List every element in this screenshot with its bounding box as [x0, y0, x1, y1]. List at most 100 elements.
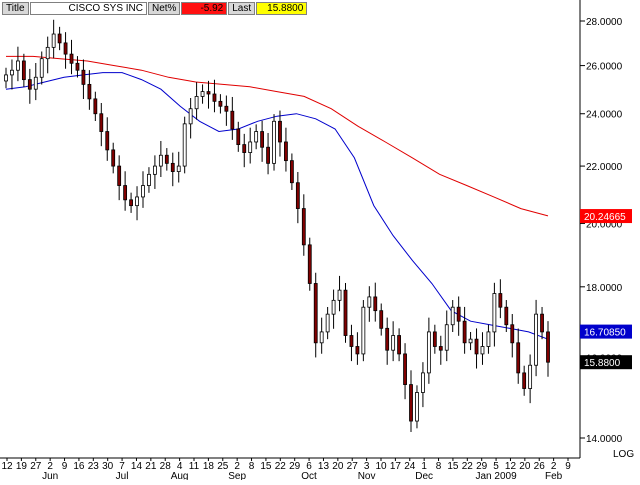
- x-day-label: 13: [318, 461, 330, 472]
- x-day-label: 15: [260, 461, 272, 472]
- candle-body: [129, 199, 133, 207]
- candle-body: [540, 313, 544, 333]
- x-day-label: 2: [47, 461, 53, 472]
- y-tick-label: 26.0000: [586, 62, 623, 73]
- candle-body: [474, 338, 479, 355]
- candle-body: [307, 244, 312, 284]
- candle-body: [284, 141, 288, 162]
- x-day-label: 17: [390, 461, 402, 472]
- candle-body: [147, 173, 151, 186]
- candle-body: [462, 320, 467, 344]
- x-day-label: 25: [217, 461, 229, 472]
- x-day-label: 2: [234, 461, 240, 472]
- candle-body: [301, 208, 306, 246]
- candle-body: [385, 327, 390, 351]
- candle-body: [248, 141, 253, 153]
- value-tag-label: 15.8800: [584, 358, 621, 369]
- candle-body: [117, 165, 122, 186]
- candle-body: [415, 392, 419, 422]
- candle-body: [242, 144, 247, 153]
- title-label[interactable]: Title: [2, 2, 29, 15]
- symbol-name: CISCO SYS INC: [29, 2, 147, 15]
- x-day-label: 12: [505, 461, 517, 472]
- x-day-label: 2: [551, 461, 557, 472]
- candle-body: [212, 93, 217, 102]
- x-day-label: 29: [289, 461, 301, 472]
- candle-body: [367, 296, 372, 308]
- x-day-label: 7: [119, 461, 125, 472]
- x-month-label: Aug: [171, 471, 189, 480]
- candle-body: [51, 33, 56, 48]
- last-label: Last: [228, 2, 256, 15]
- x-day-label: 27: [347, 461, 359, 472]
- candle-body: [105, 131, 110, 151]
- candle-body: [438, 346, 443, 351]
- candle-body: [492, 293, 497, 333]
- candle-body: [498, 293, 503, 308]
- candle-body: [397, 335, 401, 355]
- candle-body: [391, 335, 396, 351]
- value-tag: [580, 355, 632, 370]
- x-day-label: 6: [306, 461, 312, 472]
- candle-body: [224, 105, 229, 112]
- candle-body: [289, 160, 294, 184]
- x-month-label: Sep: [228, 471, 246, 480]
- long-moving-average-line: [6, 55, 549, 217]
- x-day-label: 21: [145, 461, 157, 472]
- candle-body: [188, 108, 193, 125]
- x-day-label: 22: [275, 461, 287, 472]
- x-day-label: 1: [421, 461, 427, 472]
- candle-body: [534, 313, 538, 366]
- candle-body: [343, 289, 348, 336]
- candle-body: [69, 53, 74, 64]
- candle-body: [325, 313, 330, 333]
- candle-body: [373, 296, 378, 312]
- candle-body: [522, 372, 527, 389]
- candle-body: [486, 331, 491, 347]
- y-tick-label: 28.0000: [586, 17, 623, 28]
- x-day-label: 29: [476, 461, 488, 472]
- candle-body: [182, 123, 187, 167]
- net-label: Net%: [148, 2, 181, 15]
- candle-body: [75, 62, 80, 71]
- candle-body: [99, 113, 104, 132]
- x-day-label: 26: [534, 461, 546, 472]
- candle-body: [355, 346, 360, 355]
- y-tick-label: 22.0000: [586, 162, 623, 173]
- x-day-label: 30: [102, 461, 114, 472]
- candle-body: [87, 83, 92, 100]
- candle-body: [480, 346, 485, 355]
- scale-label: LOG: [613, 449, 634, 460]
- candle-body: [39, 58, 44, 78]
- x-day-label: 23: [88, 461, 100, 472]
- candle-body: [206, 91, 211, 95]
- x-day-label: 5: [493, 461, 499, 472]
- y-tick-label: 18.0000: [586, 283, 623, 294]
- x-month-label: Jan 2009: [475, 471, 517, 480]
- candle-body: [379, 310, 384, 329]
- candle-body: [528, 364, 533, 389]
- candle-body: [516, 342, 521, 374]
- candle-body: [164, 154, 169, 164]
- x-month-label: Jun: [42, 471, 58, 480]
- y-tick-label: 24.0000: [586, 110, 623, 121]
- plot-background: [0, 0, 580, 458]
- x-day-label: 24: [404, 461, 416, 472]
- candle-body: [153, 165, 157, 175]
- value-tag: [580, 324, 632, 339]
- candle-body: [361, 306, 366, 355]
- x-day-label: 4: [177, 461, 183, 472]
- candle-body: [409, 384, 413, 422]
- x-month-label: Dec: [415, 471, 433, 480]
- candle-body: [57, 33, 62, 44]
- candle-body: [319, 331, 324, 344]
- candle-body: [456, 306, 461, 322]
- candle-body: [331, 299, 336, 315]
- candle-body: [254, 131, 259, 143]
- candle-body: [10, 69, 14, 76]
- candle-body: [111, 149, 116, 167]
- candle-body: [93, 98, 98, 115]
- candle-body: [81, 69, 86, 85]
